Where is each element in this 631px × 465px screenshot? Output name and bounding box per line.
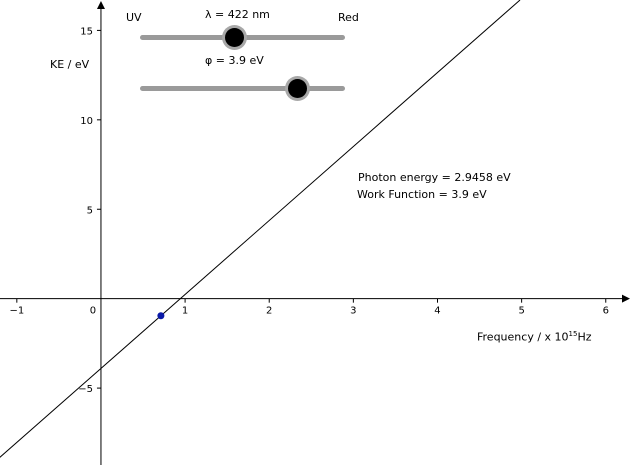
x-axis-label-exponent: 15 [568,330,578,338]
y-axis-label: KE / eV [50,58,90,71]
y-tick-label: 10 [80,116,93,127]
x-tick-label: 5 [518,306,524,317]
tick-marks: −1 0 1 2 3 4 5 6 15 10 5 −5 [9,26,608,395]
x-axis-label: Frequency / x 1015Hz [477,328,592,344]
wavelength-uv-label: UV [126,11,142,24]
work-function-slider-track[interactable] [140,86,345,91]
wavelength-slider-knob[interactable] [224,28,244,47]
work-function-label: φ = 3.9 eV [205,54,264,67]
x-tick-label: 3 [350,306,356,317]
x-tick-label: 2 [266,306,272,317]
y-tick-label: 15 [80,26,93,37]
photon-energy-readout: Photon energy = 2.9458 eV [358,171,511,184]
work-function-readout: Work Function = 3.9 eV [357,188,487,201]
y-tick-label: −5 [78,384,93,395]
y-tick-label: 5 [87,205,93,216]
kinetic-energy-line [0,0,521,458]
x-tick-label: 4 [434,306,440,317]
x-tick-label: 1 [182,306,188,317]
frequency-point[interactable] [157,312,165,320]
work-function-slider-knob[interactable] [288,79,308,98]
x-axis-label-unit: Hz [577,330,592,344]
x-tick-label: 0 [90,306,96,317]
x-axis-arrow [622,294,630,303]
wavelength-label: λ = 422 nm [205,8,270,21]
y-axis-arrow [96,1,105,9]
x-tick-label: 6 [603,306,609,317]
x-axis-label-prefix: Frequency / x 10 [477,330,569,344]
x-tick-label: −1 [9,306,24,317]
wavelength-red-label: Red [338,11,359,24]
